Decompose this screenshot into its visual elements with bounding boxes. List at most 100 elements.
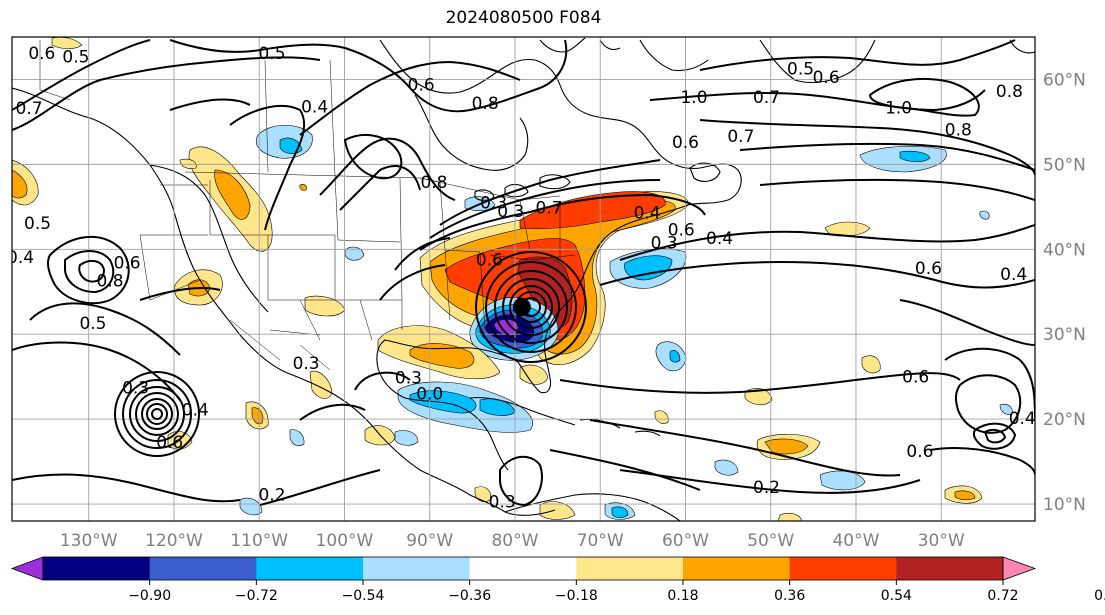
colorbar-extend-min [10,556,44,581]
colorbar-tick-label: −0.54 [342,588,385,604]
contour-label: 0.8 [945,120,972,140]
lon-tick-label: 120°W [145,531,203,551]
contour-label: 0.6 [906,442,933,462]
colorbar-segment [683,557,791,580]
colorbar-tick-label: 0.90 [1094,588,1105,604]
lon-tick-label: 110°W [230,531,288,551]
contour-lines [12,39,1035,507]
longitude-tick-labels: 130°W 120°W 110°W 100°W 90°W 80°W 70°W 60°W 50°W… [60,531,965,551]
contour-label: 0.5 [24,214,51,234]
lat-tick-label: 30°N [1043,325,1086,345]
contour-label: 0.5 [787,59,814,79]
contour-label: 0.6 [813,68,840,88]
shade-negative [714,459,739,476]
shade-negative [979,210,990,220]
colorbar-segment [576,557,684,580]
gridlines [12,37,1035,521]
contour-label: 0.7 [753,88,780,108]
shade-positive [764,438,809,455]
contour-label: 0.6 [114,254,141,274]
colorbar-tick-label: 0.36 [774,588,805,604]
shade-positive [474,486,491,502]
contour-label: 0.3 [497,202,524,222]
shade-positive [299,184,307,191]
shade-positive [214,169,251,220]
contour-label: 1.0 [680,88,707,108]
shade-negative [999,403,1013,415]
contour-label: 0.4 [1009,409,1036,429]
contour-label: 0.2 [258,486,285,506]
colorbar-tick-label: −0.90 [128,588,171,604]
contour-label: 0.8 [420,173,447,193]
lon-tick-label: 30°W [918,531,965,551]
colorbar-extend-max [1002,556,1037,581]
contour-label: 0.6 [915,259,942,279]
contour-label: 0.4 [301,97,328,117]
colorbar: −0.90 −0.72 −0.54 −0.36 −0.18 0.18 0.36 0.54 0.7… [10,556,1105,604]
shade-negative [624,255,673,281]
colorbar-tick-label: 0.72 [987,588,1018,604]
map-frame [11,36,1036,522]
contour-label: 0.3 [293,354,320,374]
shade-positive [409,343,475,369]
lat-tick-label: 50°N [1043,155,1086,175]
contour-label: 0.0 [416,384,443,404]
colorbar-tick-label: −0.36 [448,588,491,604]
lon-tick-label: 100°W [316,531,374,551]
coastlines [12,37,1035,521]
shade-negative [669,350,681,363]
latitude-tick-labels: 60°N 50°N 40°N 30°N 20°N 10°N [1043,70,1086,515]
contour-label: 0.4 [7,248,34,268]
shade-negative [344,246,365,261]
contour-label: 0.3 [480,193,507,213]
contour-label: 0.6 [902,367,929,387]
shade-positive [179,158,197,169]
contour-label: 0.7 [536,199,563,219]
colorbar-segment [256,557,364,580]
shade-positive [954,490,976,501]
lon-tick-label: 130°W [60,531,118,551]
contour-label: 0.6 [672,133,699,153]
contour-label: 0.6 [408,75,435,95]
lat-tick-label: 40°N [1043,240,1086,260]
lon-tick-label: 70°W [577,531,624,551]
colorbar-segment [43,557,151,580]
shade-negative [899,150,931,163]
shade-positive [519,364,549,385]
shade-negative [289,429,305,447]
colorbar-tick-label: −0.72 [235,588,278,604]
map-title: 2024080500 F084 [445,8,602,28]
colorbar-tick-label: 0.18 [667,588,698,604]
contour-label: 0.6 [28,44,55,64]
contour-label: 0.5 [258,44,285,64]
contour-label: 0.3 [395,368,422,388]
contour-label: 0.4 [182,401,209,421]
lon-tick-label: 60°W [662,531,709,551]
shade-positive [251,407,264,425]
contour-label: 0.8 [97,272,124,292]
contour-label: 0.8 [996,82,1023,102]
contour-label: 0.7 [16,99,43,119]
contour-label: 0.3 [489,492,516,512]
contour-label: 0.6 [668,221,695,241]
shade-positive [539,501,576,520]
storm-center-marker [512,298,531,317]
lon-tick-label: 80°W [491,531,538,551]
colorbar-segment [896,557,1004,580]
shade-negative [239,497,263,516]
shade-positive [12,169,28,199]
lon-tick-label: 50°W [747,531,794,551]
lat-tick-label: 60°N [1043,70,1086,90]
shade-negative [409,390,477,414]
contour-label: 0.4 [1000,265,1027,285]
contour-label: 0.6 [476,250,503,270]
colorbar-segment [363,557,471,580]
contour-label: 0.5 [79,314,106,334]
contour-label: 0.3 [651,233,678,253]
contour-label: 0.7 [727,127,754,147]
contour-label: 0.8 [472,94,499,114]
contour-label: 0.2 [753,478,780,498]
contour-labels: 0.6 0.5 0.50.60.4 0.80.80.3 0.7 0.40.60.60.3 0… [7,44,1036,512]
shade-negative [819,470,866,491]
